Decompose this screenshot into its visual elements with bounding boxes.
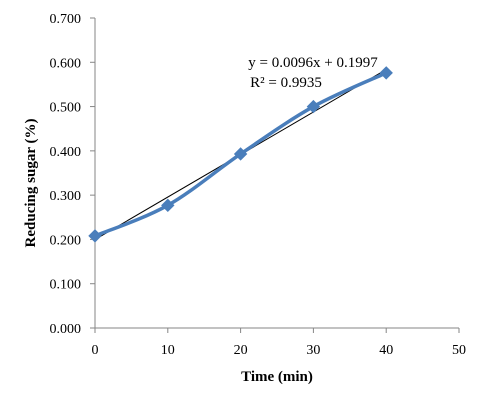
trendline-equation: y = 0.0096x + 0.1997 <box>248 55 378 71</box>
y-tick-label: 0.200 <box>50 233 82 248</box>
data-point-marker <box>233 147 248 161</box>
y-tick-label: 0.400 <box>50 145 82 160</box>
data-point-marker <box>306 99 321 114</box>
x-tick-label: 30 <box>306 343 320 358</box>
data-point-marker <box>379 66 393 80</box>
x-tick-label: 10 <box>161 343 175 358</box>
y-tick-label: 0.300 <box>50 189 82 204</box>
axes <box>94 18 459 329</box>
x-tick-label: 50 <box>452 343 466 358</box>
data-point-marker <box>88 229 102 243</box>
x-axis-title: Time (min) <box>241 369 313 385</box>
y-tick-label: 0.500 <box>50 101 82 116</box>
y-tick-label: 0.000 <box>50 322 82 337</box>
data-point-marker <box>161 198 175 213</box>
series-layer <box>88 66 393 243</box>
r-squared-label: R² = 0.9935 <box>250 75 322 91</box>
y-tick-label: 0.600 <box>50 56 82 71</box>
x-tick-label: 20 <box>234 343 248 358</box>
x-tick-label: 0 <box>92 343 99 358</box>
y-axis-title: Reducing sugar (%) <box>23 119 39 248</box>
y-tick-label: 0.100 <box>50 278 82 293</box>
ticks: 0.000 0.100 0.200 0.300 0.400 0.500 0.600 0.700… <box>50 12 467 358</box>
x-tick-label: 40 <box>379 343 393 358</box>
y-tick-label: 0.700 <box>50 12 82 27</box>
